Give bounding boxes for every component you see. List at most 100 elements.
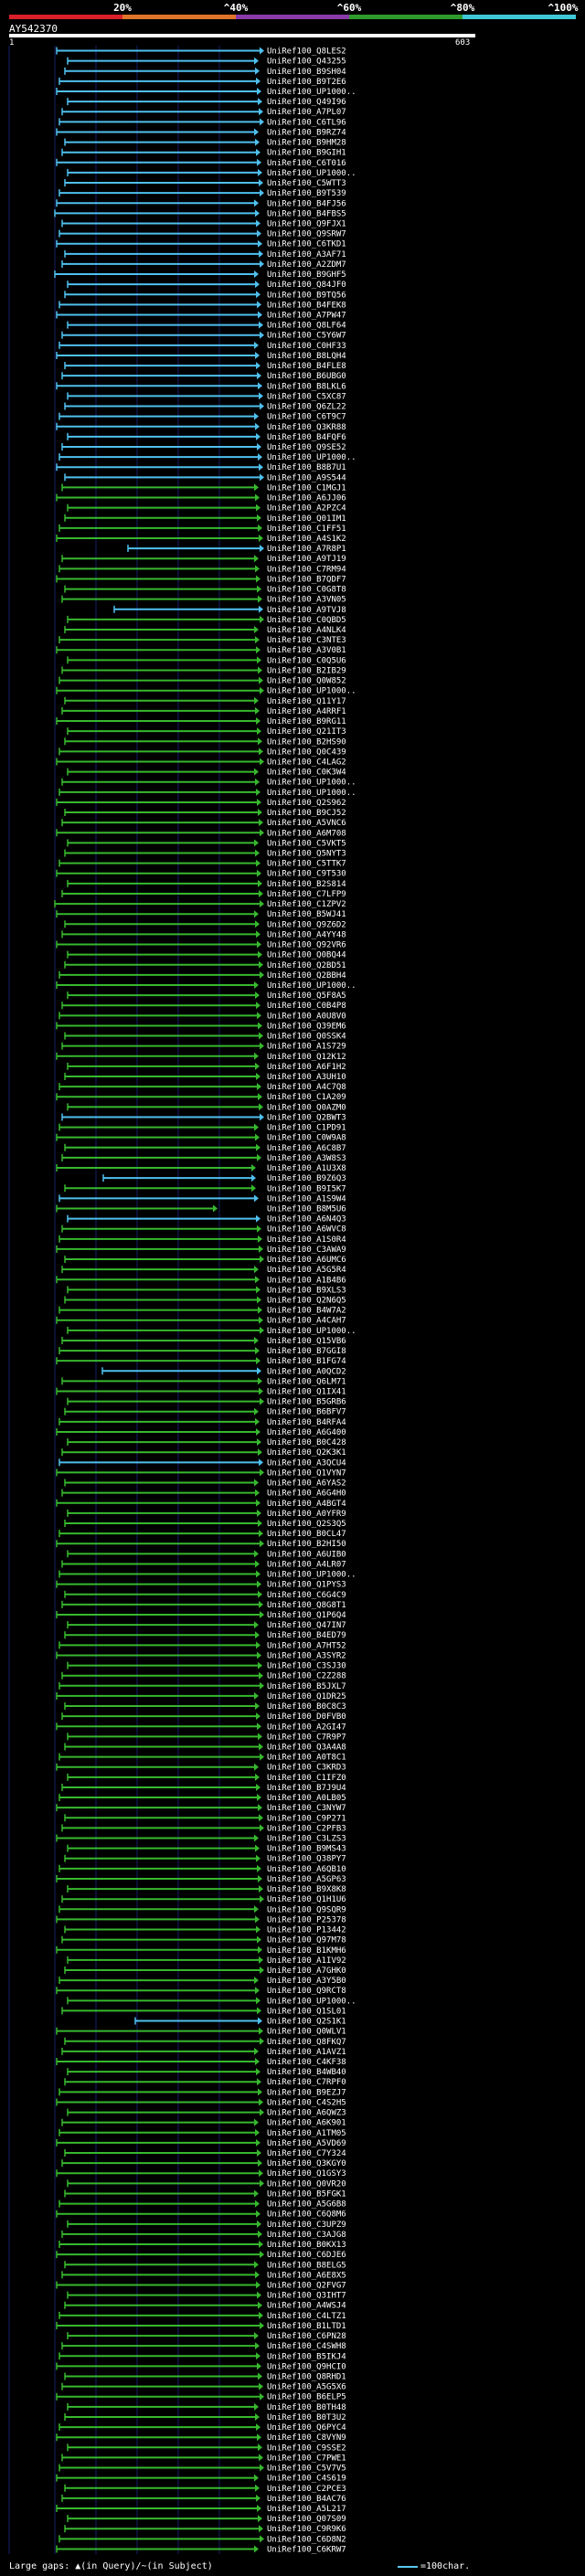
hit-label[interactable]: UniRef100_UP1000.. [267, 789, 356, 798]
hit-label[interactable]: UniRef100_UP1000.. [267, 779, 356, 788]
hit-label[interactable]: UniRef100_A5VNC6 [267, 819, 346, 828]
hit-label[interactable]: UniRef100_C0Q5U6 [267, 656, 346, 665]
hit-label[interactable]: UniRef100_A4S1K2 [267, 535, 346, 544]
hit-label[interactable]: UniRef100_Q1VYN7 [267, 1468, 346, 1478]
hit-label[interactable]: UniRef100_B0KX13 [267, 2241, 346, 2250]
hit-label[interactable]: UniRef100_C4LAG2 [267, 758, 346, 767]
hit-label[interactable]: UniRef100_C3NYW7 [267, 1804, 346, 1813]
hit-label[interactable]: UniRef100_Q97M78 [267, 1936, 346, 1945]
hit-label[interactable]: UniRef100_B7GGI8 [267, 1347, 346, 1356]
hit-label[interactable]: UniRef100_Q5NYT3 [267, 850, 346, 859]
hit-label[interactable]: UniRef100_A6QB10 [267, 1865, 346, 1874]
hit-label[interactable]: UniRef100_C0K3W4 [267, 769, 346, 778]
hit-label[interactable]: UniRef100_A0QCD2 [267, 1367, 346, 1376]
hit-label[interactable]: UniRef100_C7RPF0 [267, 2078, 346, 2087]
hit-label[interactable]: UniRef100_UP1000.. [267, 981, 356, 991]
hit-label[interactable]: UniRef100_A6M708 [267, 829, 346, 838]
hit-label[interactable]: UniRef100_A3Y5B0 [267, 1977, 346, 1986]
hit-label[interactable]: UniRef100_A1S729 [267, 1043, 346, 1052]
hit-label[interactable]: UniRef100_C5V7V5 [267, 2465, 346, 2474]
hit-label[interactable]: UniRef100_B9CJ52 [267, 809, 346, 818]
hit-label[interactable]: UniRef100_Q11Y17 [267, 697, 346, 706]
hit-label[interactable]: UniRef100_A0LB05 [267, 1794, 346, 1803]
hit-label[interactable]: UniRef100_Q6PYC4 [267, 2423, 346, 2433]
hit-label[interactable]: UniRef100_C1PD91 [267, 1124, 346, 1133]
hit-label[interactable]: UniRef100_A7HT52 [267, 1641, 346, 1650]
hit-label[interactable]: UniRef100_C9P271 [267, 1814, 346, 1823]
hit-label[interactable]: UniRef100_Q0C439 [267, 747, 346, 757]
hit-label[interactable]: UniRef100_Q38PY7 [267, 1855, 346, 1864]
hit-label[interactable]: UniRef100_C7RM94 [267, 565, 346, 574]
hit-label[interactable]: UniRef100_C6Q8M6 [267, 2210, 346, 2220]
hit-label[interactable]: UniRef100_A5G6B8 [267, 2200, 346, 2210]
hit-label[interactable]: UniRef100_Q01IM1 [267, 514, 346, 524]
hit-label[interactable]: UniRef100_C1A209 [267, 1093, 346, 1102]
hit-label[interactable]: UniRef100_A3UH10 [267, 1073, 346, 1082]
hit-label[interactable]: UniRef100_P25378 [267, 1915, 346, 1924]
hit-label[interactable]: UniRef100_B9GHF5 [267, 270, 346, 280]
hit-label[interactable]: UniRef100_C5Y6W7 [267, 332, 346, 341]
hit-label[interactable]: UniRef100_C5VKT5 [267, 839, 346, 848]
hit-label[interactable]: UniRef100_A5L217 [267, 2505, 346, 2514]
hit-label[interactable]: UniRef100_B4FQF6 [267, 433, 346, 442]
hit-label[interactable]: UniRef100_A3AF71 [267, 250, 346, 260]
hit-label[interactable]: UniRef100_UP1000.. [267, 1327, 356, 1336]
hit-label[interactable]: UniRef100_C0W9A8 [267, 1134, 346, 1143]
hit-label[interactable]: UniRef100_B9Z6Q3 [267, 1174, 346, 1183]
hit-label[interactable]: UniRef100_B9XLS3 [267, 1286, 346, 1295]
hit-label[interactable]: UniRef100_Q1IX41 [267, 1388, 346, 1397]
hit-label[interactable]: UniRef100_A7GHK0 [267, 1966, 346, 1976]
hit-label[interactable]: UniRef100_C2Z288 [267, 1672, 346, 1681]
hit-label[interactable]: UniRef100_B9MS43 [267, 1845, 346, 1854]
hit-label[interactable]: UniRef100_C6G4C9 [267, 1591, 346, 1600]
hit-label[interactable]: UniRef100_Q3KR88 [267, 423, 346, 432]
hit-label[interactable]: UniRef100_B2IB29 [267, 666, 346, 675]
hit-label[interactable]: UniRef100_A6YAS2 [267, 1479, 346, 1489]
hit-label[interactable]: UniRef100_Q07S09 [267, 2515, 346, 2524]
hit-label[interactable]: UniRef100_B5FGK1 [267, 2189, 346, 2199]
hit-label[interactable]: UniRef100_B9EZJ7 [267, 2088, 346, 2097]
hit-label[interactable]: UniRef100_Q8FKQ7 [267, 2038, 346, 2047]
hit-label[interactable]: UniRef100_Q2FVG7 [267, 2281, 346, 2290]
hit-label[interactable]: UniRef100_B9I5K7 [267, 1184, 346, 1193]
hit-label[interactable]: UniRef100_C3AJG8 [267, 2231, 346, 2240]
hit-label[interactable]: UniRef100_C3LZS3 [267, 1835, 346, 1844]
hit-label[interactable]: UniRef100_A4CAH7 [267, 1317, 346, 1326]
hit-label[interactable]: UniRef100_B8B7U1 [267, 463, 346, 472]
hit-label[interactable]: UniRef100_UP1000.. [267, 88, 356, 97]
hit-label[interactable]: UniRef100_C6TKD1 [267, 240, 346, 249]
hit-label[interactable]: UniRef100_C1IFZ0 [267, 1774, 346, 1783]
hit-label[interactable]: UniRef100_B4ED79 [267, 1631, 346, 1640]
hit-label[interactable]: UniRef100_Q0W852 [267, 677, 346, 686]
hit-label[interactable]: UniRef100_Q1H1U6 [267, 1895, 346, 1904]
hit-label[interactable]: UniRef100_A3W8S3 [267, 1154, 346, 1163]
hit-label[interactable]: UniRef100_A0U8V0 [267, 1012, 346, 1021]
hit-label[interactable]: UniRef100_B6BFV7 [267, 1408, 346, 1417]
hit-label[interactable]: UniRef100_B1LTD1 [267, 2322, 346, 2331]
hit-label[interactable]: UniRef100_A4BGT4 [267, 1500, 346, 1509]
hit-label[interactable]: UniRef100_B5GRB6 [267, 1398, 346, 1407]
hit-label[interactable]: UniRef100_C3NTE3 [267, 636, 346, 645]
hit-label[interactable]: UniRef100_A5GP63 [267, 1875, 346, 1884]
hit-label[interactable]: UniRef100_A7PW47 [267, 312, 346, 321]
hit-label[interactable]: UniRef100_B0C428 [267, 1438, 346, 1447]
hit-label[interactable]: UniRef100_B9TQ56 [267, 291, 346, 300]
hit-label[interactable]: UniRef100_A9S544 [267, 473, 346, 482]
hit-label[interactable]: UniRef100_B6ELP5 [267, 2393, 346, 2402]
hit-label[interactable]: UniRef100_A4NLK4 [267, 626, 346, 635]
hit-label[interactable]: UniRef100_B7QDF7 [267, 575, 346, 584]
hit-label[interactable]: UniRef100_C9SSE2 [267, 2443, 346, 2453]
hit-label[interactable]: UniRef100_A6E8X5 [267, 2271, 346, 2280]
hit-label[interactable]: UniRef100_Q2BBH4 [267, 971, 346, 981]
hit-label[interactable]: UniRef100_C6TL96 [267, 118, 346, 127]
hit-label[interactable]: UniRef100_Q49I96 [267, 98, 346, 107]
hit-label[interactable]: UniRef100_Q5F8A5 [267, 991, 346, 1001]
hit-label[interactable]: UniRef100_A0T8C1 [267, 1754, 346, 1763]
hit-label[interactable]: UniRef100_A6QWZ3 [267, 2109, 346, 2118]
hit-label[interactable]: UniRef100_Q9SRW7 [267, 230, 346, 239]
hit-label[interactable]: UniRef100_B2HI50 [267, 1540, 346, 1549]
hit-label[interactable]: UniRef100_UP1000.. [267, 169, 356, 178]
hit-label[interactable]: UniRef100_Q12K12 [267, 1053, 346, 1062]
hit-label[interactable]: UniRef100_Q9SQR9 [267, 1905, 346, 1914]
hit-label[interactable]: UniRef100_Q47IN7 [267, 1621, 346, 1630]
